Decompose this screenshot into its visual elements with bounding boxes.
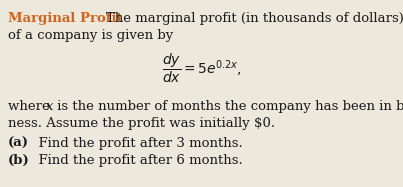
Text: Marginal Profit: Marginal Profit bbox=[8, 12, 123, 25]
Text: ness. Assume the profit was initially $0.: ness. Assume the profit was initially $0… bbox=[8, 117, 275, 130]
Text: where: where bbox=[8, 100, 54, 113]
Text: x: x bbox=[46, 100, 54, 113]
Text: of a company is given by: of a company is given by bbox=[8, 29, 173, 42]
Text: Find the profit after 6 months.: Find the profit after 6 months. bbox=[30, 154, 243, 167]
Text: $\dfrac{dy}{dx} = 5e^{0.2x},$: $\dfrac{dy}{dx} = 5e^{0.2x},$ bbox=[162, 52, 241, 85]
Text: (b): (b) bbox=[8, 154, 30, 167]
Text: Find the profit after 3 months.: Find the profit after 3 months. bbox=[30, 137, 243, 150]
Text: is the number of months the company has been in busi-: is the number of months the company has … bbox=[53, 100, 403, 113]
Text: (a): (a) bbox=[8, 137, 29, 150]
Text: The marginal profit (in thousands of dollars): The marginal profit (in thousands of dol… bbox=[106, 12, 403, 25]
